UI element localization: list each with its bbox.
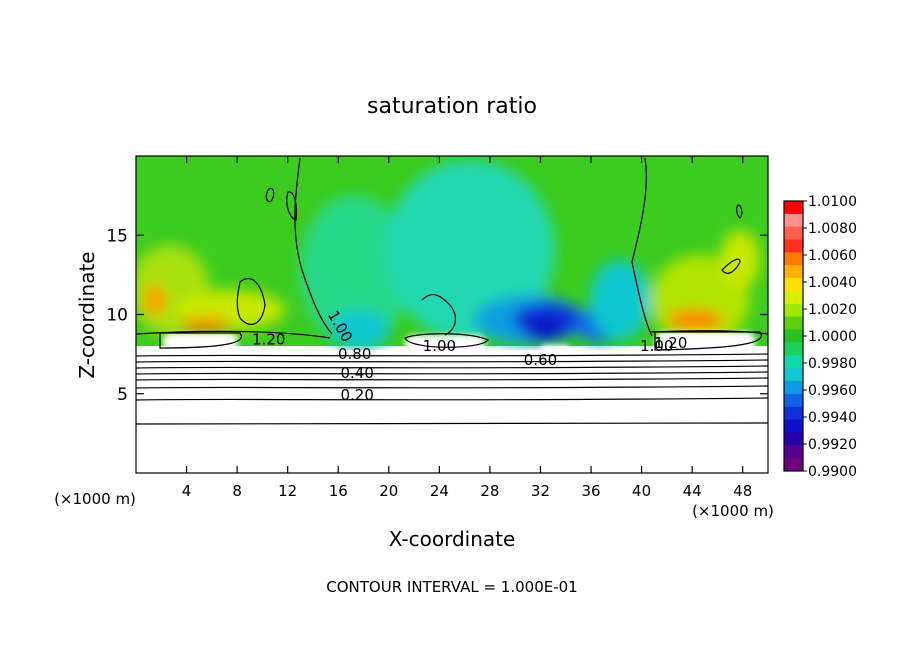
contour-label: 0.40 [340,364,373,382]
x-axis: 4 8 12 16 20 24 28 32 36 40 44 48 [182,156,752,500]
x-tick-label: 24 [430,482,449,500]
contour-interval-note: CONTOUR INTERVAL = 1.000E-01 [326,578,577,596]
y-tick-label: 10 [106,306,128,326]
colorbar-swatch-12 [784,355,803,369]
colorbar-swatch-20 [784,458,803,472]
colorbar-label: 0.9960 [808,383,857,399]
colorbar-swatch-15 [784,393,803,408]
contour-lines [136,157,768,425]
chart-title: saturation ratio [367,94,537,119]
colorbar-swatch-9 [784,316,803,331]
colorbar-label: 0.9920 [808,437,857,453]
x-tick-label: 20 [379,482,398,500]
x-tick-label: 8 [232,482,242,500]
colorbar-swatch-0 [784,201,803,215]
colorbar-label: 1.0060 [808,248,857,264]
colorbar-label: 1.0040 [808,275,857,291]
heatmap-field: 1.20 1.000.800.400.201.000.601.001.20 [136,156,768,473]
x-tick-label: 44 [683,482,702,500]
x-tick-label: 32 [531,482,550,500]
colorbar-swatch-6 [784,278,803,292]
saturation-blobs [136,160,760,350]
colorbar-swatch-5 [784,265,803,279]
colorbar-label: 1.0020 [808,302,857,318]
contour-label: 1.00 [640,337,673,355]
x-tick-label: 36 [581,482,600,500]
x-tick-label: 28 [480,482,499,500]
contour-label: 1.20 [654,334,687,352]
colorbar-swatch-8 [784,303,803,318]
stable-layer [136,350,768,473]
contour-label-group: 1.20 1.000.800.400.201.000.601.001.20 [252,307,687,404]
colorbar-swatch-16 [784,406,803,421]
contour-label: 1.00 [423,337,456,355]
colorbar-swatch-19 [784,445,803,459]
colorbar-swatch-13 [784,368,803,382]
colorbar-swatch-7 [784,291,803,305]
colorbar-label: 0.9900 [808,464,857,480]
x-unit-right: (×1000 m) [692,502,774,520]
x-tick-label: 4 [182,482,192,500]
colorbar-swatch-3 [784,239,803,253]
contour-label: 0.20 [340,386,373,404]
y-axis-label: Z-coordinate [75,251,99,378]
y-axis: 5 10 15 [106,226,768,405]
y-tick-label: 5 [117,385,128,405]
contour-label: 0.80 [338,345,371,363]
colorbar: 1.0100 1.0080 1.0060 1.0040 1.0020 1.0000 0.99… [783,194,857,480]
x-axis-label: X-coordinate [389,527,516,551]
colorbar-label: 1.0080 [808,221,857,237]
colorbar-swatch-18 [784,432,803,446]
colorbar-swatch-10 [784,329,803,343]
colorbar-swatch-17 [784,419,803,433]
colorbar-label: 1.0000 [808,329,857,345]
colorbar-swatch-4 [784,252,803,266]
colorbar-swatch-11 [784,342,803,356]
colorbar-swatch-1 [784,213,803,228]
colorbar-label: 0.9980 [808,356,857,372]
x-tick-label: 48 [733,482,752,500]
colorbar-label: 1.0100 [808,194,857,210]
contour-label: 1.20 [252,331,285,349]
x-tick-label: 40 [632,482,651,500]
contour-label: 0.60 [524,351,557,369]
colorbar-swatch-2 [784,226,803,241]
colorbar-label: 0.9940 [808,410,857,426]
y-tick-label: 15 [106,226,128,246]
colorbar-swatch-14 [784,381,803,395]
x-tick-label: 16 [329,482,348,500]
x-tick-label: 12 [278,482,297,500]
cloud-top-whites [163,332,755,355]
x-unit-left: (×1000 m) [54,490,136,508]
